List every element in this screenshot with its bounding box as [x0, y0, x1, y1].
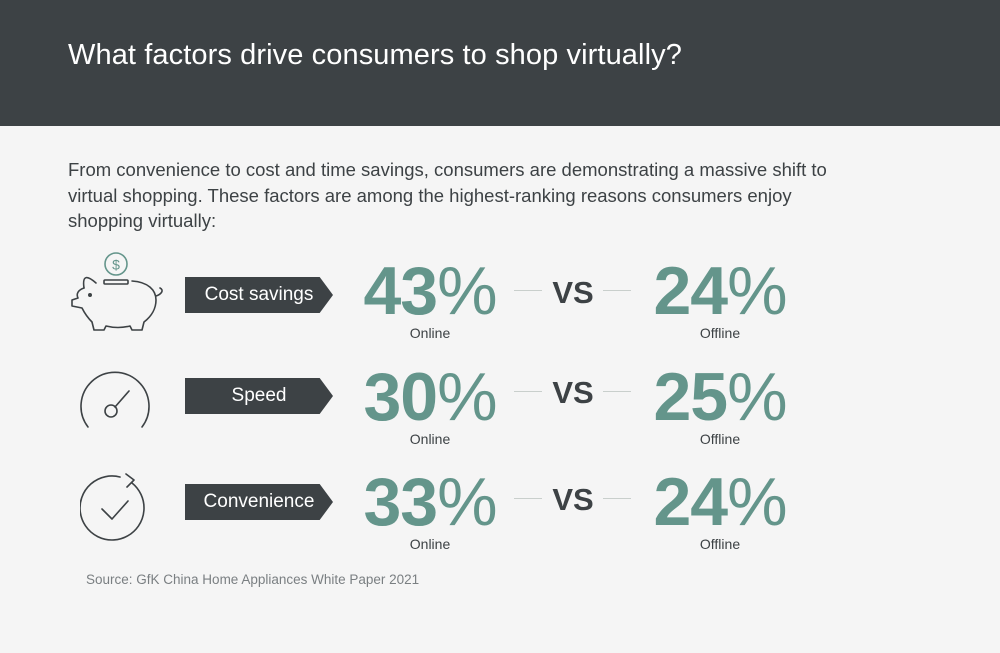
percent-sign: %: [727, 253, 787, 329]
divider-line: [514, 290, 542, 291]
online-caption: Online: [409, 536, 451, 552]
intro-paragraph: From convenience to cost and time saving…: [68, 159, 827, 231]
svg-text:$: $: [112, 257, 120, 273]
online-value: 33: [363, 464, 438, 540]
percent-sign: %: [437, 359, 497, 435]
page-title: What factors drive consumers to shop vir…: [68, 39, 682, 71]
offline-stat-speed: 25% Offline: [650, 363, 790, 447]
piggy-bank-icon: $: [68, 250, 166, 334]
factor-label-convenience: Convenience: [185, 484, 333, 520]
speedometer-icon: [78, 365, 152, 435]
offline-value: 25: [653, 359, 728, 435]
online-caption: Online: [409, 431, 451, 447]
offline-caption: Offline: [699, 536, 741, 552]
online-stat-speed: 30% Online: [360, 363, 500, 447]
vs-label: VS: [552, 275, 594, 310]
percent-sign: %: [437, 464, 497, 540]
divider-line: [514, 391, 542, 392]
divider-line: [603, 498, 631, 499]
offline-caption: Offline: [699, 431, 741, 447]
online-stat-cost-savings: 43% Online: [360, 257, 500, 341]
offline-stat-convenience: 24% Offline: [650, 468, 790, 552]
percent-sign: %: [727, 464, 787, 540]
factor-row-speed: Speed 30% Online VS 25% Offline: [0, 355, 1000, 455]
offline-value: 24: [653, 253, 728, 329]
vs-label: VS: [552, 482, 594, 517]
vs-label: VS: [552, 375, 594, 410]
divider-line: [603, 290, 631, 291]
online-value: 30: [363, 359, 438, 435]
percent-sign: %: [437, 253, 497, 329]
online-stat-convenience: 33% Online: [360, 468, 500, 552]
online-caption: Online: [409, 325, 451, 341]
factor-label-speed: Speed: [185, 378, 333, 414]
divider-line: [514, 498, 542, 499]
offline-value: 24: [653, 464, 728, 540]
factor-label-cost-savings: Cost savings: [185, 277, 333, 313]
offline-stat-cost-savings: 24% Offline: [650, 257, 790, 341]
checkmark-cycle-icon: [80, 471, 150, 543]
source-note: Source: GfK China Home Appliances White …: [86, 572, 420, 587]
divider-line: [603, 391, 631, 392]
header-banner: What factors drive consumers to shop vir…: [0, 0, 1000, 126]
online-value: 43: [363, 253, 438, 329]
factor-row-cost-savings: $ Cost savings 43% Online VS 24% Offline: [0, 248, 1000, 348]
offline-caption: Offline: [699, 325, 741, 341]
factor-row-convenience: Convenience 33% Online VS 24% Offline: [0, 462, 1000, 562]
percent-sign: %: [727, 359, 787, 435]
